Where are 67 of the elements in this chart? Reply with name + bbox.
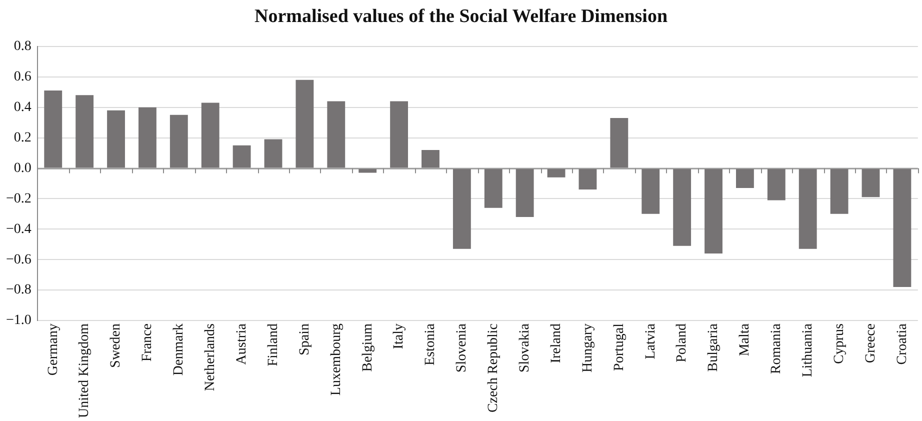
y-tick-label: 0.4 xyxy=(14,100,32,115)
bar xyxy=(327,101,346,168)
bar xyxy=(76,95,94,168)
bar xyxy=(107,110,125,168)
bar xyxy=(767,168,786,200)
chart-title: Normalised values of the Social Welfare Dimension xyxy=(253,5,669,29)
x-tick-label: Austria xyxy=(234,322,250,365)
x-tick-label: Malta xyxy=(738,322,753,356)
x-tick-label: Romania xyxy=(769,322,784,374)
bar xyxy=(201,102,220,168)
x-tick-label: Greece xyxy=(863,324,878,364)
y-tick-label: −0.8 xyxy=(6,282,32,298)
bar xyxy=(296,80,314,168)
bar xyxy=(422,150,440,168)
bar xyxy=(358,168,377,173)
x-tick-label: Sweden xyxy=(108,324,124,368)
x-tick-label: Ireland xyxy=(548,324,564,364)
x-tick-label: Italy xyxy=(392,324,407,350)
x-tick-label: Portugal xyxy=(612,323,627,371)
x-tick-label: Belgium xyxy=(360,323,376,372)
x-tick-label: United Kingdom xyxy=(77,323,92,418)
x-tick-label: Lithuania xyxy=(800,322,816,378)
x-tick-label: Estonia xyxy=(423,322,438,366)
bar xyxy=(830,168,848,214)
x-tick-label: Cyprus xyxy=(832,324,847,364)
x-tick-label: Denmark xyxy=(172,324,187,376)
bar xyxy=(232,145,251,168)
bar xyxy=(138,107,156,168)
bar xyxy=(893,168,912,288)
bar xyxy=(798,168,817,249)
x-tick-label: Luxembourg xyxy=(328,324,344,396)
bar xyxy=(264,139,282,168)
bar xyxy=(170,114,188,168)
y-tick-label: −0.4 xyxy=(6,222,32,237)
x-tick-label: Germany xyxy=(46,324,61,376)
x-tick-label: Slovenia xyxy=(454,322,470,373)
y-tick-label: 0.2 xyxy=(14,130,32,146)
x-tick-label: Latvia xyxy=(643,322,658,360)
y-tick-label: 0.6 xyxy=(14,70,32,85)
bar xyxy=(704,168,722,254)
x-tick-label: Bulgaria xyxy=(706,322,722,372)
bar xyxy=(44,90,62,168)
bar xyxy=(862,168,880,198)
x-tick-label: Czech Republic xyxy=(486,324,502,413)
x-tick-label: Spain xyxy=(297,324,312,356)
y-tick-label: −0.6 xyxy=(6,252,32,268)
x-tick-label: Croatia xyxy=(894,322,910,365)
bar xyxy=(736,168,754,188)
bar xyxy=(547,168,566,178)
bar xyxy=(673,168,692,246)
y-tick-label: −1.0 xyxy=(6,313,32,328)
y-tick-label: −0.2 xyxy=(6,191,32,206)
y-tick-label: 0.8 xyxy=(14,39,32,54)
bar xyxy=(516,168,534,217)
bar xyxy=(390,101,408,168)
bar xyxy=(642,168,660,214)
x-tick-label: Poland xyxy=(674,324,690,362)
x-tick-label: Hungary xyxy=(580,324,596,373)
x-tick-label: Netherlands xyxy=(203,324,218,392)
bar xyxy=(578,168,597,190)
bar xyxy=(610,118,628,168)
y-tick-label: 0.0 xyxy=(14,160,32,176)
x-tick-label: Finland xyxy=(266,324,281,366)
x-tick-label: Slovakia xyxy=(518,322,533,373)
x-tick-label: France xyxy=(140,324,156,362)
bar xyxy=(484,168,502,208)
bar xyxy=(452,168,471,249)
